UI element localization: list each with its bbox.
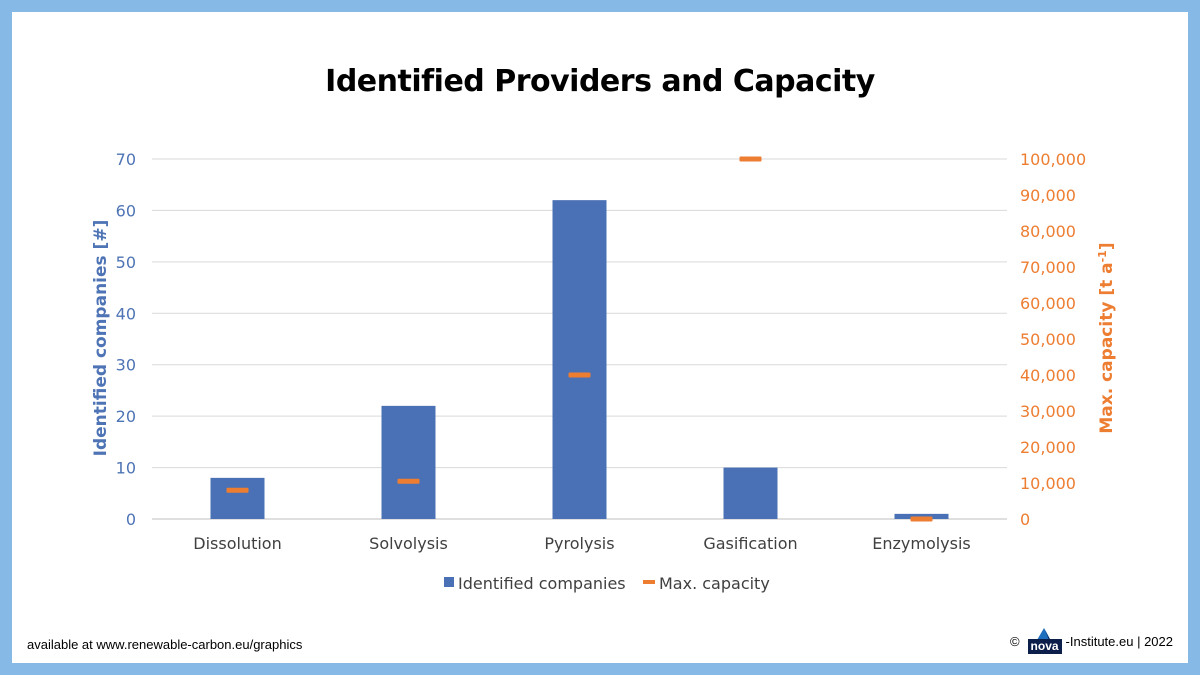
legend-swatch-companies [444,577,454,587]
capacity-markers [226,156,933,522]
legend-label-capacity: Max. capacity [659,574,770,593]
y-tick-left: 60 [116,201,136,220]
category-labels: Dissolution Solvolysis Pyrolysis Gasificati… [193,534,971,553]
footer-copyright: © nova -Institute.eu | 2022 [1010,626,1173,656]
y-tick-right: 70,000 [1020,258,1076,277]
y-tick-right: 10,000 [1020,474,1076,493]
y-tick-right: 60,000 [1020,294,1076,313]
y-tick-left: 0 [126,510,136,529]
footer-institute: -Institute.eu | 2022 [1065,633,1173,649]
footer-availability: available at www.renewable-carbon.eu/gra… [27,637,302,652]
bar-pyrolysis [552,200,607,519]
legend-swatch-capacity [643,580,655,584]
y-tick-left: 30 [116,356,136,375]
chart-title: Identified Providers and Capacity [325,64,875,99]
y-tick-right: 100,000 [1020,150,1086,169]
legend: Identified companies Max. capacity [444,574,770,593]
capacity-marker-gasification [739,156,762,162]
bar-gasification [723,467,778,519]
category-label: Gasification [703,534,797,553]
bar-dissolution [210,477,265,519]
footer-prefix: available at [27,637,97,652]
y-tick-right: 50,000 [1020,330,1076,349]
capacity-marker-enzymolysis [910,516,933,522]
y-tick-right: 30,000 [1020,402,1076,421]
category-label: Dissolution [193,534,281,553]
y-tick-left: 10 [116,459,136,478]
footer-url[interactable]: www.renewable-carbon.eu/graphics [96,637,303,652]
axis-ticks: 0 10 20 30 40 50 60 70 0 10,000 20,000 30,000 40,000… [116,150,1087,529]
y-axis-label-right: Max. capacity [t a-1] [1096,242,1117,433]
y-tick-left: 20 [116,407,136,426]
bar-solvolysis [381,405,436,519]
y-tick-right: 40,000 [1020,366,1076,385]
y-tick-left: 50 [116,253,136,272]
bar-enzymolysis [894,513,949,519]
capacity-marker-dissolution [226,487,249,493]
legend-label-companies: Identified companies [458,574,626,593]
bars [210,200,949,519]
capacity-marker-solvolysis [397,478,420,484]
capacity-marker-pyrolysis [568,372,591,378]
nova-logo: nova [1024,626,1064,656]
nova-logo-text: nova [1027,639,1062,654]
y-tick-right: 90,000 [1020,186,1076,205]
category-label: Solvolysis [369,534,448,553]
y-axis-label-left: Identified companies [#] [91,220,111,457]
category-label: Enzymolysis [872,534,971,553]
y-tick-left: 40 [116,304,136,323]
copyright-symbol: © [1009,633,1020,649]
y-tick-left: 70 [116,150,136,169]
y-tick-right: 0 [1020,510,1030,529]
y-tick-right: 20,000 [1020,438,1076,457]
category-label: Pyrolysis [544,534,614,553]
y-tick-right: 80,000 [1020,222,1076,241]
